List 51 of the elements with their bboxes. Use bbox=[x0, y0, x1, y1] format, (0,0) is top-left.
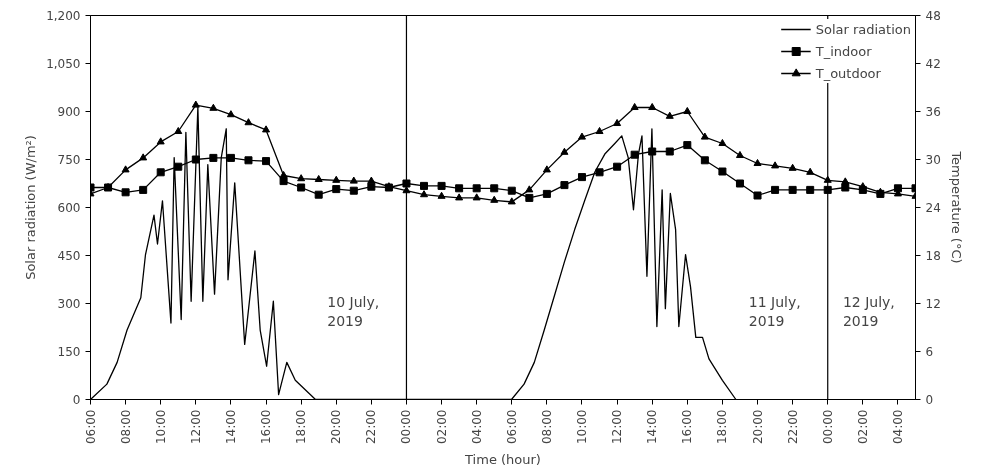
legend-label: T_indoor bbox=[815, 43, 872, 59]
y2-axis-title: Temperature (°C) bbox=[948, 150, 964, 264]
x-tick-label: 18:00 bbox=[715, 409, 730, 445]
x-tick-label: 12:00 bbox=[610, 409, 625, 445]
y-tick-label: 750 bbox=[57, 153, 81, 167]
y-tick-label: 1,050 bbox=[46, 57, 81, 71]
x-tick-label: 00:00 bbox=[399, 409, 414, 445]
y2-tick-label: 36 bbox=[925, 105, 941, 119]
x-tick-label: 06:00 bbox=[83, 409, 98, 445]
x-tick-label: 14:00 bbox=[645, 409, 660, 445]
y-axis-title: Solar radiation (W/m²) bbox=[23, 135, 39, 280]
x-tick-label: 20:00 bbox=[750, 409, 765, 445]
x-tick-label: 10:00 bbox=[574, 409, 589, 445]
y2-tick-label: 42 bbox=[925, 57, 941, 71]
y-tick-label: 600 bbox=[57, 201, 81, 215]
y2-tick-label: 24 bbox=[925, 201, 941, 215]
x-tick-label: 22:00 bbox=[785, 409, 800, 445]
x-tick-label: 08:00 bbox=[539, 409, 554, 445]
x-axis-title: Time (hour) bbox=[464, 452, 541, 468]
y2-tick-label: 0 bbox=[925, 393, 934, 407]
x-tick-label: 16:00 bbox=[259, 409, 274, 445]
x-tick-label: 12:00 bbox=[188, 409, 203, 445]
y2-tick-label: 12 bbox=[925, 297, 941, 311]
x-tick-label: 22:00 bbox=[364, 409, 379, 445]
x-tick-label: 02:00 bbox=[855, 409, 870, 445]
x-tick-label: 04:00 bbox=[469, 409, 484, 445]
y-tick-label: 1,200 bbox=[46, 9, 81, 23]
x-tick-label: 20:00 bbox=[329, 409, 344, 445]
x-tick-label: 04:00 bbox=[890, 409, 905, 445]
y2-tick-label: 30 bbox=[925, 153, 941, 167]
annotation: 12 July, 2019 bbox=[842, 293, 895, 330]
x-tick-label: 18:00 bbox=[294, 409, 309, 445]
x-tick-label: 02:00 bbox=[434, 409, 449, 445]
x-tick-label: 10:00 bbox=[153, 409, 168, 445]
y2-tick-label: 18 bbox=[925, 249, 941, 263]
x-tick-label: 00:00 bbox=[820, 409, 835, 445]
annotation: 10 July, 2019 bbox=[327, 293, 380, 330]
y-tick-label: 150 bbox=[57, 345, 81, 359]
legend-label: Solar radiation bbox=[815, 21, 911, 37]
annotation: 11 July, 2019 bbox=[748, 293, 801, 330]
y-tick-label: 900 bbox=[57, 105, 81, 119]
x-tick-label: 06:00 bbox=[504, 409, 519, 445]
x-tick-label: 14:00 bbox=[223, 409, 238, 445]
y-tick-label: 300 bbox=[57, 297, 81, 311]
y2-tick-label: 48 bbox=[925, 9, 941, 23]
y-tick-label: 450 bbox=[57, 249, 81, 263]
x-tick-label: 08:00 bbox=[118, 409, 133, 445]
y-tick-label: 0 bbox=[72, 393, 81, 407]
y2-tick-label: 6 bbox=[925, 345, 934, 359]
x-tick-label: 16:00 bbox=[680, 409, 695, 445]
legend-label: T_outdoor bbox=[815, 65, 881, 81]
